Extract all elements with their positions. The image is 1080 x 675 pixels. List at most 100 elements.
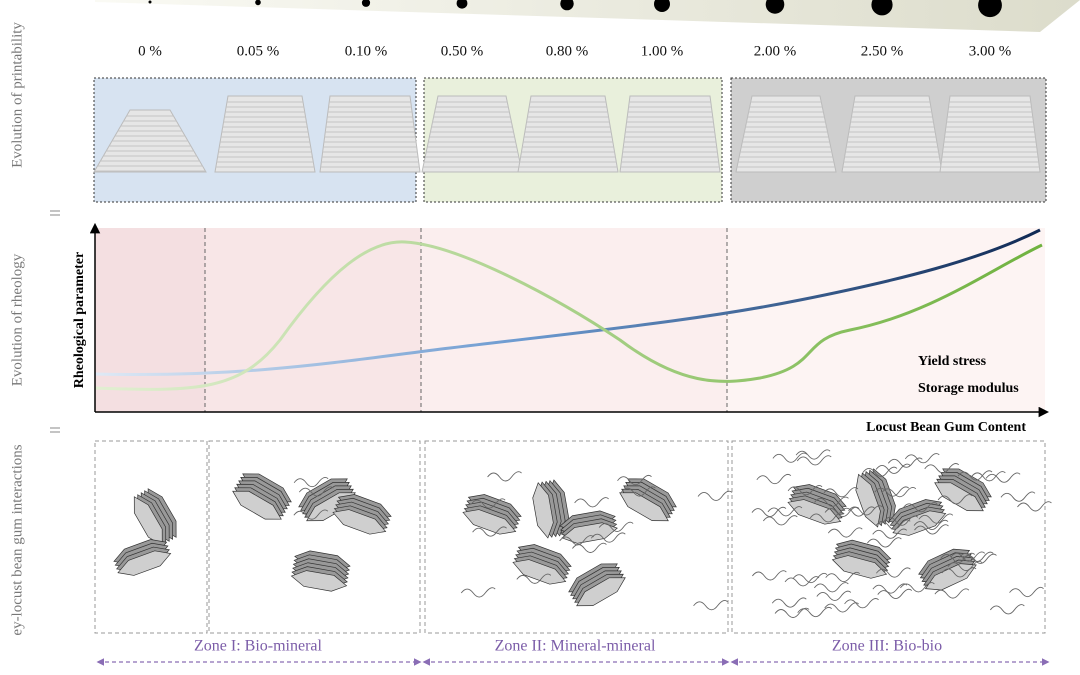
platelet — [855, 473, 881, 528]
yield-stress-curve — [94, 228, 1041, 377]
chain — [883, 515, 919, 526]
printed-samples — [93, 95, 1041, 173]
sample — [421, 95, 523, 173]
chain — [487, 471, 522, 482]
chain — [874, 486, 910, 497]
sample — [319, 95, 421, 173]
platelet-stack — [290, 550, 351, 592]
platelet — [332, 509, 387, 535]
chain — [293, 476, 329, 488]
chain — [787, 485, 823, 496]
chain — [762, 515, 798, 526]
chain — [970, 471, 1006, 482]
dot — [654, 0, 670, 12]
platelet — [787, 499, 842, 525]
chain — [752, 570, 787, 581]
chain — [867, 537, 902, 548]
gradient-arrow — [95, 0, 1080, 32]
sample — [214, 95, 316, 173]
chain — [772, 452, 808, 463]
zone-label: Zone I: Bio-mineral — [194, 638, 323, 655]
chain — [797, 606, 833, 618]
dot — [361, 0, 371, 7]
chain — [693, 600, 728, 611]
dot — [978, 0, 1002, 18]
platelet-stack — [113, 539, 172, 576]
dots — [148, 0, 1002, 18]
dot — [255, 0, 261, 6]
concentration-labels: 0 % 0.05 % 0.10 % 0.50 % 0.80 % 1.00 % 2.00 % 2… — [138, 43, 1011, 59]
sample — [619, 95, 721, 173]
concentration-label: 2.00 % — [754, 43, 797, 59]
platelet — [462, 509, 517, 535]
zone-bg — [95, 228, 205, 412]
chain — [824, 506, 860, 517]
side-label: Evolution of rheology — [9, 253, 25, 386]
chain — [924, 463, 960, 474]
chain — [872, 583, 908, 594]
chain — [813, 582, 849, 593]
sample — [517, 95, 619, 173]
dot — [560, 0, 574, 11]
platelet-stack — [532, 479, 570, 539]
chain — [881, 487, 917, 498]
chain — [621, 486, 656, 497]
chain — [827, 527, 863, 538]
chain — [950, 551, 986, 562]
legend-label: Yield stress — [918, 354, 987, 369]
platelet-stack — [512, 544, 572, 585]
chain — [617, 474, 652, 486]
chain — [962, 553, 997, 564]
zone-bg — [205, 228, 421, 412]
dot — [456, 0, 468, 9]
chain — [516, 573, 552, 584]
chain — [937, 494, 973, 505]
chain — [934, 588, 970, 599]
platelet-stack — [934, 468, 992, 512]
chain — [796, 455, 832, 466]
chain — [771, 597, 807, 608]
chain — [767, 506, 803, 517]
chain — [1017, 501, 1052, 512]
chain — [825, 571, 861, 583]
platelet-stack — [332, 494, 392, 535]
chain — [814, 496, 849, 507]
chain — [844, 598, 879, 609]
sample — [939, 95, 1041, 173]
side-label: ey-locust bean gum interactions — [9, 444, 25, 635]
storage-modulus-curve — [94, 240, 1043, 391]
sample — [841, 95, 943, 173]
concentration-label: 0.05 % — [237, 43, 280, 59]
chain — [918, 513, 954, 524]
chain — [862, 466, 898, 477]
chain — [947, 560, 983, 572]
platelet-stack — [831, 539, 892, 579]
sample — [93, 109, 207, 173]
chain — [697, 490, 733, 501]
dot — [765, 0, 785, 14]
legend-label: Storage modulus — [918, 381, 1019, 396]
chain — [876, 567, 911, 578]
platelet-stack — [462, 494, 522, 535]
chain — [904, 453, 940, 464]
polymer-chains — [293, 449, 1052, 618]
x-axis-label: Locust Bean Gum Content — [866, 420, 1026, 435]
dot — [148, 0, 152, 4]
platelet — [619, 492, 669, 522]
chain — [985, 472, 1021, 483]
chain — [848, 505, 883, 516]
chain — [472, 526, 507, 537]
chain — [795, 449, 831, 460]
platelet — [290, 570, 348, 592]
chain — [824, 602, 859, 613]
zone-label: Zone II: Mineral-mineral — [495, 638, 656, 655]
chain — [598, 521, 634, 532]
platelet-stack — [855, 468, 896, 528]
zone-label: Zone III: Bio-bio — [832, 638, 942, 655]
chain — [941, 567, 977, 578]
platelet — [934, 482, 984, 512]
concentration-label: 0.80 % — [546, 43, 589, 59]
clay-platelets — [113, 449, 1052, 618]
concentration-label: 3.00 % — [969, 43, 1012, 59]
chain — [574, 497, 609, 508]
